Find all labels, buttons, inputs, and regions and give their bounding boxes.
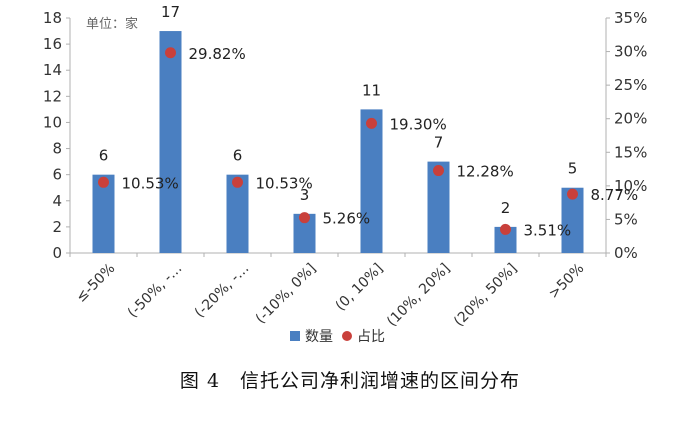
x-category-label: (20%, 50%] bbox=[451, 261, 520, 330]
percent-label: 3.51% bbox=[524, 221, 572, 239]
y-right-tick-label: 10% bbox=[614, 177, 647, 195]
y-left-tick-label: 16 bbox=[43, 35, 62, 53]
bar bbox=[561, 187, 584, 253]
percent-label: 29.82% bbox=[189, 45, 246, 63]
bar-value-label: 6 bbox=[233, 147, 243, 165]
percent-dot bbox=[165, 47, 176, 59]
y-left-tick-label: 8 bbox=[52, 140, 62, 158]
x-category-label: (10%, 20%] bbox=[384, 261, 453, 330]
figure-caption: 图 4 信托公司净利润增速的区间分布 bbox=[179, 370, 521, 392]
y-left-tick-label: 12 bbox=[43, 87, 62, 105]
chart: 0 2 4 6 8 10 12 14 16 18 0% 5% 10% 15% 20% 25% 30% 35% 单位：… bbox=[43, 3, 647, 345]
percent-dot bbox=[98, 176, 109, 188]
legend-swatch-bar bbox=[290, 331, 300, 341]
bar bbox=[159, 31, 182, 253]
bar-value-label: 11 bbox=[362, 81, 381, 99]
y-left-tick-label: 14 bbox=[43, 61, 62, 79]
percent-label: 5.26% bbox=[323, 210, 371, 228]
percent-label: 10.53% bbox=[256, 174, 313, 192]
y-left-tick-label: 0 bbox=[52, 244, 62, 262]
y-right-tick-label: 30% bbox=[614, 43, 647, 61]
legend-label: 占比 bbox=[357, 329, 385, 345]
y-left-tick-label: 10 bbox=[43, 113, 62, 131]
percent-label: 19.30% bbox=[390, 115, 447, 133]
bar bbox=[226, 174, 249, 253]
y-right-tick-label: 0% bbox=[614, 244, 638, 262]
y-left-tick-label: 18 bbox=[43, 9, 62, 27]
bar bbox=[427, 161, 450, 253]
x-category-label: >50% bbox=[546, 261, 588, 303]
y-right-tick-label: 25% bbox=[614, 76, 647, 94]
percent-label: 8.77% bbox=[591, 186, 639, 204]
legend-swatch-dot bbox=[342, 331, 352, 341]
y-right-tick-label: 20% bbox=[614, 110, 647, 128]
y-left-tick-label: 2 bbox=[52, 218, 62, 236]
percent-dot bbox=[500, 223, 511, 235]
x-category-label: (0, 10%] bbox=[333, 261, 387, 315]
y-left-tick-label: 4 bbox=[52, 192, 62, 210]
percent-label: 10.53% bbox=[122, 174, 179, 192]
bar-value-label: 3 bbox=[300, 186, 310, 204]
y-left-tick-label: 6 bbox=[52, 166, 62, 184]
percent-dot bbox=[433, 165, 444, 177]
x-category-label: ≤-50% bbox=[73, 261, 118, 306]
y-right-tick-label: 15% bbox=[614, 143, 647, 161]
y-right-tick-label: 35% bbox=[614, 9, 647, 27]
bar-value-label: 17 bbox=[161, 3, 180, 21]
bar bbox=[360, 109, 383, 253]
percent-dot bbox=[366, 117, 377, 129]
unit-label: 单位：家 bbox=[86, 16, 138, 32]
percent-dot bbox=[567, 188, 578, 200]
bar bbox=[494, 226, 517, 253]
bar bbox=[92, 174, 115, 253]
y-right-tick-label: 5% bbox=[614, 210, 638, 228]
bar-value-label: 6 bbox=[99, 147, 109, 165]
percent-label: 12.28% bbox=[457, 163, 514, 181]
percent-dot bbox=[232, 176, 243, 188]
legend-label: 数量 bbox=[305, 329, 333, 345]
percent-dot bbox=[299, 212, 310, 224]
bar bbox=[293, 213, 316, 253]
bar-value-label: 2 bbox=[501, 199, 511, 217]
x-category-label: (-50%, -… bbox=[125, 261, 186, 322]
x-category-label: (-20%, -… bbox=[192, 261, 253, 322]
x-category-label: (-10%, 0%] bbox=[253, 261, 320, 328]
bar-value-label: 7 bbox=[434, 134, 444, 152]
bar-value-label: 5 bbox=[568, 160, 578, 178]
